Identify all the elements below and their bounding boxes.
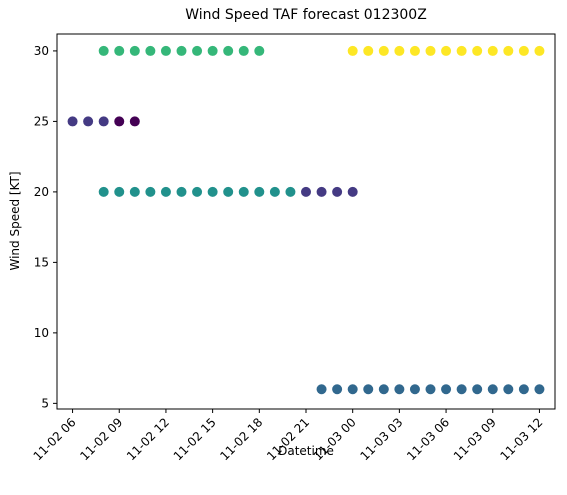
data-point bbox=[472, 45, 483, 56]
data-point bbox=[425, 45, 436, 56]
data-point bbox=[409, 45, 420, 56]
data-point bbox=[518, 384, 529, 395]
data-point bbox=[534, 384, 545, 395]
x-tick-label: 11-02 12 bbox=[124, 415, 172, 463]
data-point bbox=[301, 186, 311, 197]
data-point bbox=[441, 384, 452, 395]
data-point bbox=[114, 186, 125, 197]
data-point bbox=[472, 384, 483, 395]
data-point bbox=[145, 45, 156, 56]
data-point bbox=[347, 45, 358, 56]
data-point bbox=[394, 45, 405, 56]
data-point bbox=[176, 45, 187, 56]
data-point bbox=[238, 186, 249, 197]
data-point bbox=[347, 186, 358, 197]
x-tick-label: 11-03 09 bbox=[451, 415, 499, 463]
data-point bbox=[316, 186, 327, 197]
x-tick-label: 11-03 03 bbox=[357, 415, 405, 463]
chart-title: Wind Speed TAF forecast 012300Z bbox=[185, 7, 427, 23]
data-point bbox=[67, 116, 78, 127]
data-point bbox=[456, 384, 467, 395]
x-tick-label: 11-02 06 bbox=[31, 415, 79, 463]
data-point bbox=[223, 45, 234, 56]
y-tick-label: 30 bbox=[34, 44, 49, 58]
data-point bbox=[363, 45, 374, 56]
data-point bbox=[129, 186, 140, 197]
data-point bbox=[456, 45, 467, 56]
data-point bbox=[534, 45, 545, 56]
data-point bbox=[129, 116, 140, 127]
data-point bbox=[409, 384, 420, 395]
data-point bbox=[207, 45, 218, 56]
data-point bbox=[378, 384, 389, 395]
plot-area-frame bbox=[56, 33, 556, 410]
data-point bbox=[363, 384, 374, 395]
data-point bbox=[114, 116, 125, 127]
data-point bbox=[332, 186, 343, 197]
data-points bbox=[67, 45, 545, 395]
data-point bbox=[487, 45, 498, 56]
data-point bbox=[192, 45, 203, 56]
x-tick-label: 11-02 15 bbox=[171, 415, 219, 463]
data-point bbox=[98, 116, 109, 127]
y-axis: 5 10 15 20 25 30 bbox=[34, 44, 57, 410]
data-point bbox=[160, 45, 171, 56]
data-point bbox=[441, 45, 452, 56]
data-point bbox=[503, 45, 514, 56]
x-tick-label: 11-03 06 bbox=[404, 415, 452, 463]
data-point bbox=[83, 116, 94, 127]
y-tick-label: 15 bbox=[34, 255, 49, 269]
data-point bbox=[285, 186, 296, 197]
x-tick-label: 11-02 09 bbox=[77, 415, 125, 463]
data-point bbox=[518, 45, 529, 56]
data-point bbox=[487, 384, 498, 395]
x-tick-label: 11-02 18 bbox=[217, 415, 265, 463]
data-point bbox=[176, 186, 187, 197]
data-point bbox=[332, 384, 343, 395]
y-tick-label: 5 bbox=[41, 396, 49, 410]
data-point bbox=[129, 45, 140, 56]
data-point bbox=[192, 186, 203, 197]
data-point bbox=[394, 384, 405, 395]
data-point bbox=[503, 384, 514, 395]
data-point bbox=[238, 45, 249, 56]
y-tick-label: 25 bbox=[34, 114, 49, 128]
x-tick-label: 11-03 12 bbox=[498, 415, 546, 463]
y-axis-label: Wind Speed [KT] bbox=[8, 171, 22, 270]
data-point bbox=[378, 45, 389, 56]
data-point bbox=[160, 186, 171, 197]
y-tick-label: 20 bbox=[34, 185, 49, 199]
data-point bbox=[114, 45, 125, 56]
data-point bbox=[254, 45, 265, 56]
data-point bbox=[425, 384, 436, 395]
data-point bbox=[254, 186, 265, 197]
data-point bbox=[316, 384, 327, 395]
data-point bbox=[269, 186, 280, 197]
x-axis-label: Datetime bbox=[278, 444, 334, 458]
data-point bbox=[207, 186, 218, 197]
y-tick-label: 10 bbox=[34, 326, 49, 340]
data-point bbox=[145, 186, 156, 197]
data-point bbox=[98, 45, 109, 56]
data-point bbox=[223, 186, 234, 197]
data-point bbox=[98, 186, 109, 197]
data-point bbox=[347, 384, 358, 395]
